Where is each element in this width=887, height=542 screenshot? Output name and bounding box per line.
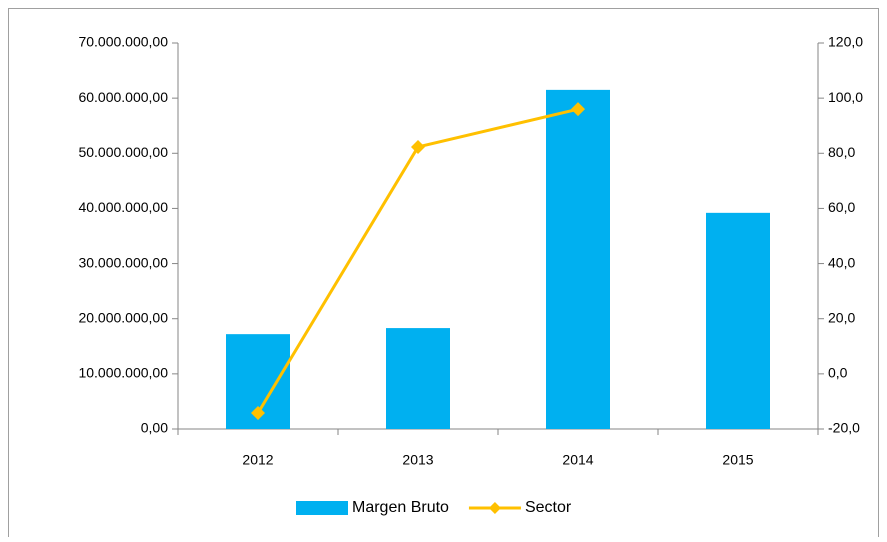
y2-tick-label: 100,0	[828, 89, 863, 105]
x-tick-label: 2013	[402, 452, 433, 468]
y-tick-label: 70.000.000,00	[78, 34, 168, 50]
y2-tick-label: 20,0	[828, 309, 855, 325]
legend-swatch	[296, 501, 348, 515]
y-tick-label: 40.000.000,00	[78, 199, 168, 215]
y2-tick-label: 80,0	[828, 144, 855, 160]
legend-label: Sector	[525, 499, 572, 516]
y-tick-label: 60.000.000,00	[78, 89, 168, 105]
x-tick-label: 2015	[722, 452, 753, 468]
line-marker	[571, 102, 585, 117]
y2-tick-label: 120,0	[828, 34, 863, 50]
chart-border	[8, 8, 879, 542]
y-tick-label: 0,00	[141, 420, 168, 436]
legend-marker	[488, 502, 501, 514]
x-tick-label: 2014	[562, 452, 593, 468]
bar	[546, 89, 610, 429]
y2-tick-label: 60,0	[828, 199, 855, 215]
y-tick-label: 30.000.000,00	[78, 254, 168, 270]
x-tick-label: 2012	[242, 452, 273, 468]
y2-tick-label: 40,0	[828, 254, 855, 270]
line-marker	[251, 406, 265, 421]
line-marker	[411, 139, 425, 154]
y2-tick-label: -20,0	[828, 420, 860, 436]
bar	[706, 212, 770, 429]
y-tick-label: 20.000.000,00	[78, 309, 168, 325]
bar	[386, 328, 450, 429]
legend-label: Margen Bruto	[352, 499, 449, 516]
y-tick-label: 10.000.000,00	[78, 365, 168, 381]
y-tick-label: 50.000.000,00	[78, 144, 168, 160]
y2-tick-label: 0,0	[828, 365, 848, 381]
